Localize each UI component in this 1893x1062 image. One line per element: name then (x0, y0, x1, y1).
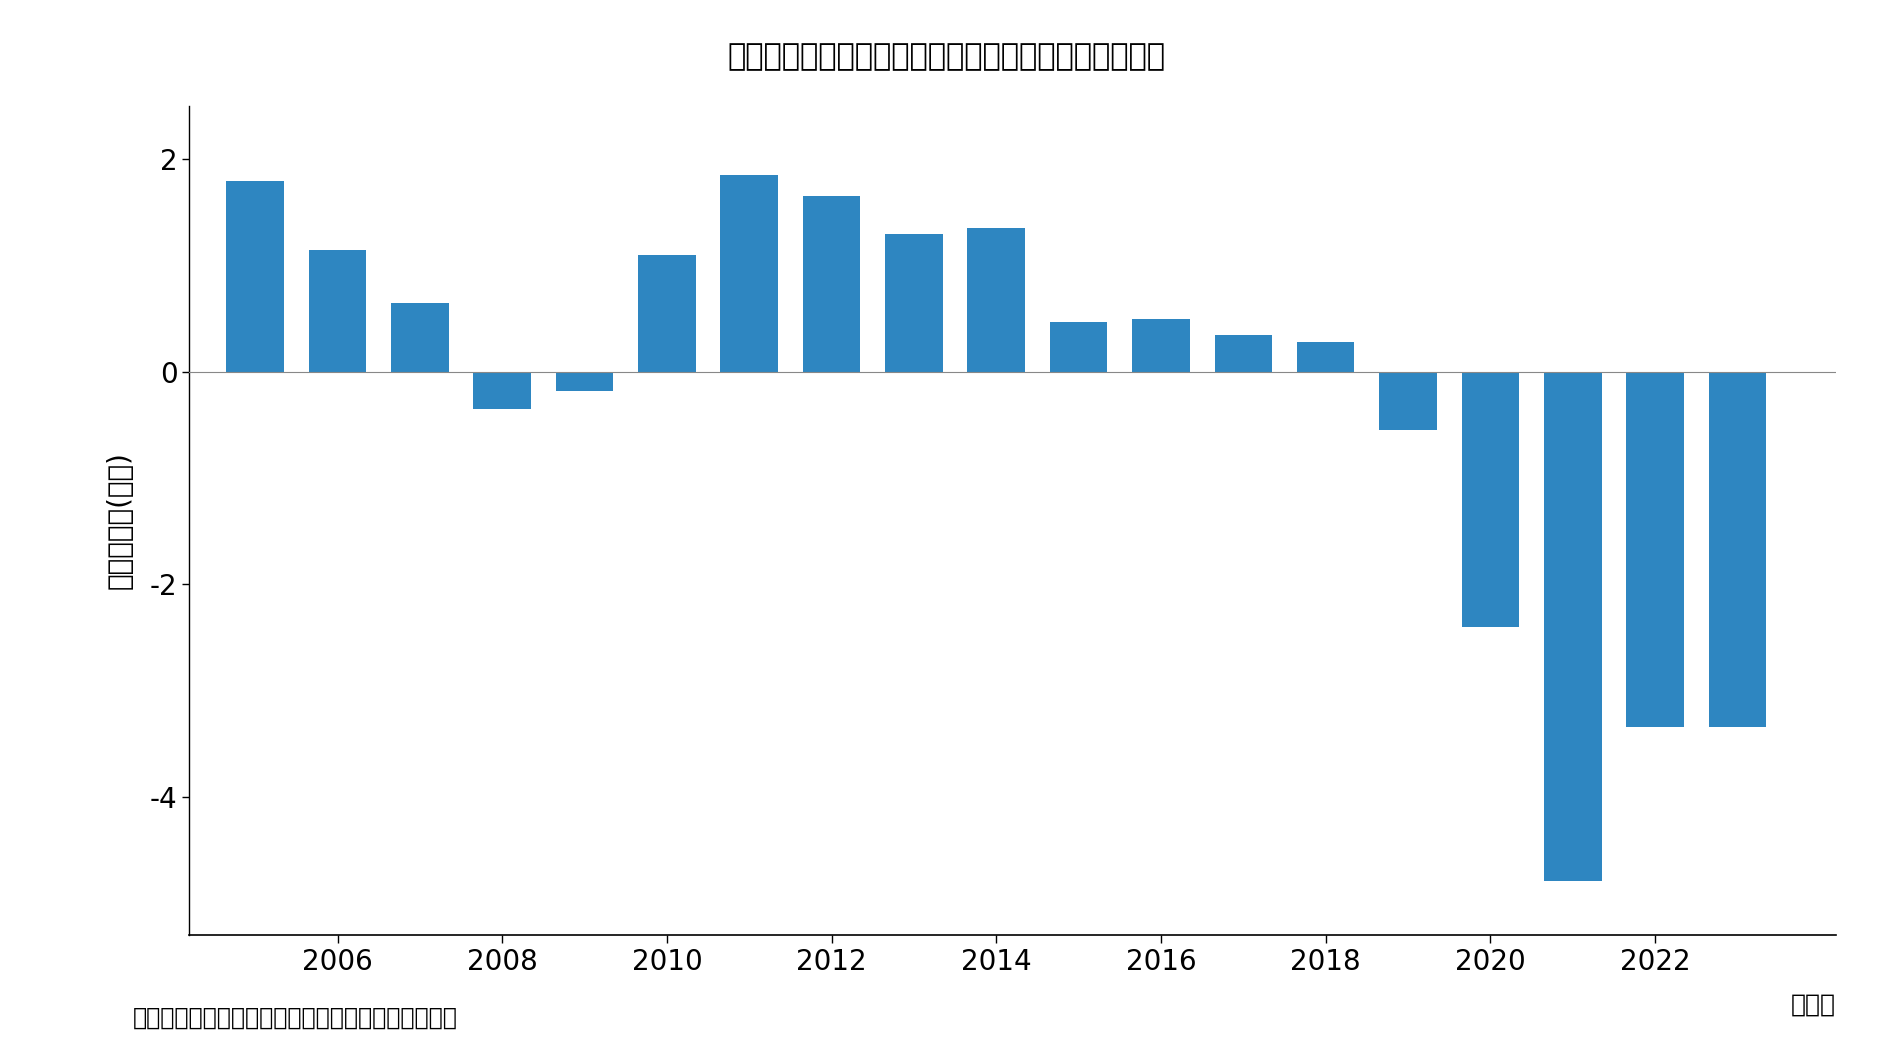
Bar (1545, 372, 1601, 881)
Bar (803, 196, 861, 372)
Bar (557, 372, 613, 391)
Bar (886, 234, 943, 372)
Bar (309, 250, 367, 372)
Text: 図６　周辺部から東京２３区への転入超過数（年次）: 図６ 周辺部から東京２３区への転入超過数（年次） (727, 42, 1166, 71)
Text: （年）: （年） (1791, 993, 1836, 1016)
Bar (721, 175, 778, 372)
Bar (1215, 335, 1272, 372)
Text: 出所：総務省統計局「住民基本台帳人口移動報告」: 出所：総務省統計局「住民基本台帳人口移動報告」 (133, 1006, 458, 1030)
Bar (392, 303, 449, 372)
Bar (1709, 372, 1766, 727)
Bar (1051, 322, 1107, 372)
Bar (1461, 372, 1520, 627)
Bar (1626, 372, 1685, 727)
Bar (967, 228, 1026, 372)
Bar (638, 255, 697, 372)
Bar (473, 372, 532, 409)
Bar (1297, 342, 1355, 372)
Bar (227, 181, 284, 372)
Y-axis label: 転入超過数(万人): 転入超過数(万人) (106, 451, 133, 589)
Bar (1132, 319, 1191, 372)
Bar (1380, 372, 1437, 430)
